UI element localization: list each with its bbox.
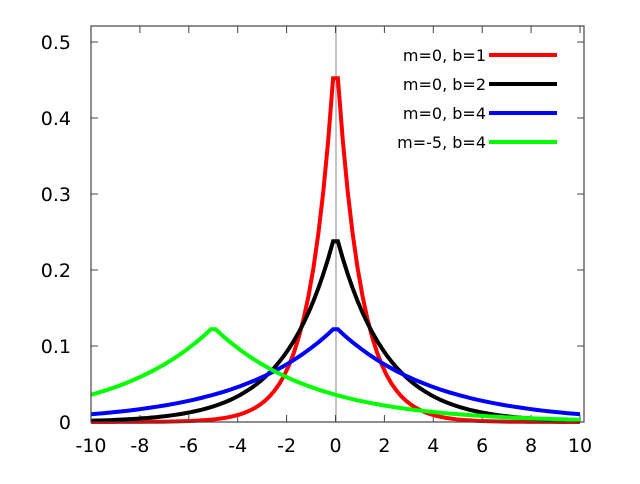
x-tick-label: 2 xyxy=(378,435,390,457)
legend-label: m=0, b=4 xyxy=(403,104,486,123)
y-tick-label: 0 xyxy=(59,412,71,434)
y-tick-label: 0.2 xyxy=(41,260,71,282)
x-tick-label: 8 xyxy=(525,435,537,457)
y-tick-label: 0.5 xyxy=(41,32,71,54)
x-tick-label: 4 xyxy=(427,435,439,457)
x-tick-label: -2 xyxy=(277,435,296,457)
legend-label: m=0, b=2 xyxy=(403,75,486,94)
plot-border xyxy=(90,25,585,423)
x-tick-label: -8 xyxy=(130,435,149,457)
series-line-4 xyxy=(90,327,581,422)
x-tick-label: 0 xyxy=(329,435,341,457)
x-tick-label: -10 xyxy=(75,435,106,457)
legend-label: m=-5, b=4 xyxy=(397,133,486,152)
y-tick-label: 0.1 xyxy=(41,336,71,358)
y-tick-label: 0.4 xyxy=(41,108,71,130)
x-tick-label: 6 xyxy=(476,435,488,457)
series-line-3 xyxy=(90,327,581,417)
legend-label: m=0, b=1 xyxy=(403,46,486,65)
x-tick-label: -4 xyxy=(228,435,247,457)
x-tick-label: -6 xyxy=(179,435,198,457)
x-tick-label: 10 xyxy=(568,435,592,457)
y-tick-label: 0.3 xyxy=(41,184,71,206)
